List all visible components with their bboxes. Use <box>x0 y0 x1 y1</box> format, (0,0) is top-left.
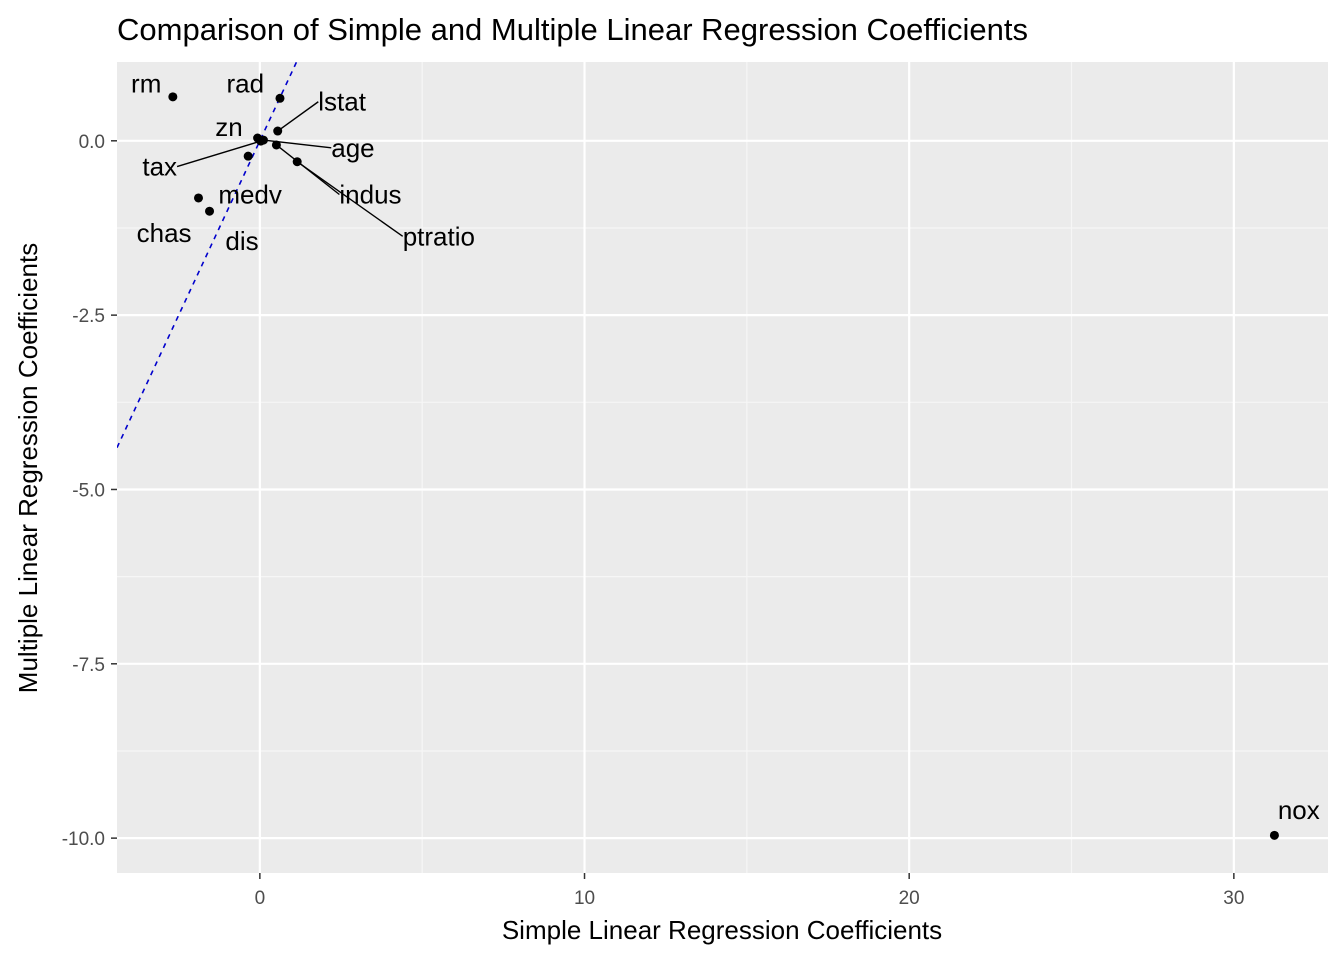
y-axis-ticks: 0.0 -2.5 -5.0 -7.5 -10.0 <box>62 132 117 850</box>
point-label-ptratio: ptratio <box>403 221 475 251</box>
point-label-chas: chas <box>137 218 192 248</box>
y-tick-label-2: -5.0 <box>72 480 105 501</box>
y-tick-label-3: -7.5 <box>72 655 105 676</box>
data-point-indus <box>271 140 281 150</box>
point-label-zn: zn <box>215 112 242 142</box>
plot-panel <box>117 62 1328 873</box>
point-label-rad: rad <box>226 69 264 99</box>
leader-line-lstat <box>277 101 319 132</box>
data-point-dis <box>205 206 215 216</box>
data-point-rad <box>275 93 285 103</box>
y-tick-label-0: 0.0 <box>79 132 105 153</box>
y-axis-title: Multiple Linear Regression Coefficients <box>13 243 43 693</box>
point-label-indus: indus <box>339 179 401 209</box>
y-tick-label-1: -2.5 <box>72 306 105 327</box>
x-tick-label-0: 0 <box>255 888 266 909</box>
chart-title: Comparison of Simple and Multiple Linear… <box>117 12 1028 47</box>
point-label-dis: dis <box>225 226 258 256</box>
data-point-ptratio <box>292 157 302 167</box>
x-tick-label-3: 30 <box>1223 888 1244 909</box>
x-tick-label-1: 10 <box>574 888 595 909</box>
data-point-nox <box>1269 830 1279 840</box>
minor-gridlines <box>117 62 1328 873</box>
point-label-medv: medv <box>218 179 282 209</box>
point-label-nox: nox <box>1278 795 1320 825</box>
x-tick-label-2: 20 <box>899 888 920 909</box>
point-label-tax: tax <box>142 152 177 182</box>
data-point-lstat <box>273 126 283 136</box>
y-tick-label-4: -10.0 <box>62 829 105 850</box>
point-label-age: age <box>331 133 374 163</box>
x-axis-title: Simple Linear Regression Coefficients <box>502 915 942 945</box>
point-label-rm: rm <box>131 69 161 99</box>
data-point-medv <box>243 151 253 161</box>
major-gridlines <box>117 62 1328 873</box>
data-point-tax <box>256 136 266 146</box>
x-axis-ticks: 0 10 20 30 <box>255 873 1244 909</box>
data-point-rm <box>168 92 178 102</box>
point-label-lstat: lstat <box>318 87 366 117</box>
data-point-chas <box>193 193 203 203</box>
leader-line-tax <box>176 140 262 168</box>
leader-line-ptratio <box>296 161 404 237</box>
data-points <box>168 92 1279 840</box>
